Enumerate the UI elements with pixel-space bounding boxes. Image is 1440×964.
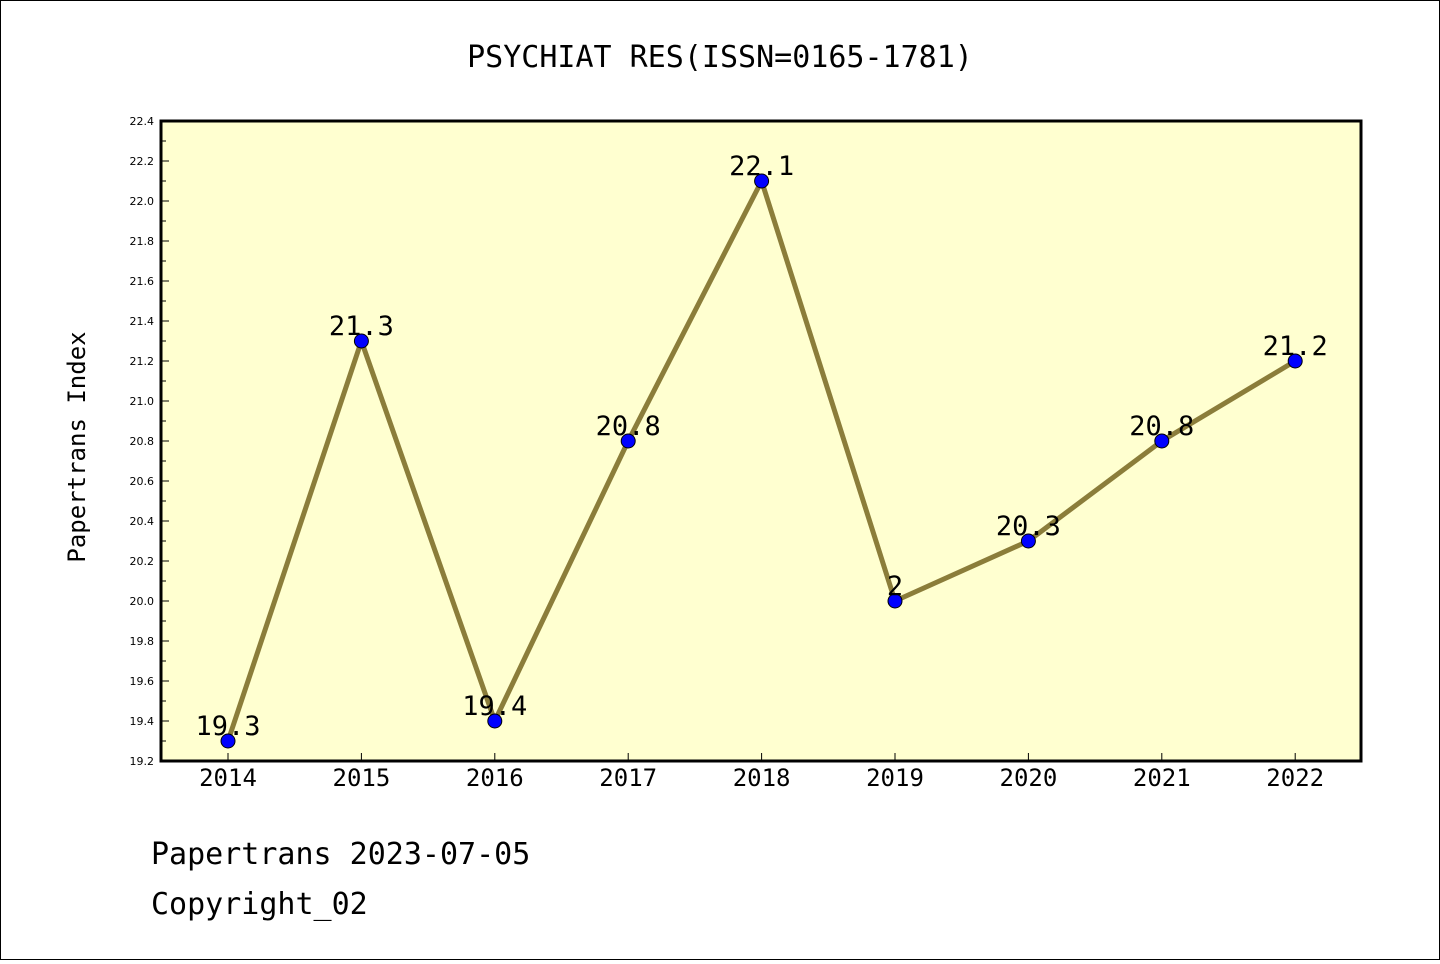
x-tick-label: 2016 (466, 764, 524, 792)
data-point (620, 433, 636, 449)
data-point (487, 713, 503, 729)
data-label: 21.2 (1263, 331, 1328, 362)
data-label: 20.8 (1129, 411, 1194, 442)
data-point (1020, 533, 1036, 549)
data-point (353, 333, 369, 349)
y-tick-label: 19.6 (130, 675, 155, 688)
y-tick-label: 19.8 (130, 635, 155, 648)
data-label: 19.4 (462, 691, 527, 722)
data-label: 19.3 (195, 711, 260, 742)
x-tick-label: 2021 (1133, 764, 1191, 792)
data-points (220, 173, 1303, 749)
data-point (754, 173, 770, 189)
y-tick-label: 22.2 (130, 155, 155, 168)
footer-copyright-line: Copyright_02 (151, 887, 368, 922)
y-axis: 19.2 19.4 19.6 19.8 20.0 20.2 20.4 20.6 20.8 21.0… (130, 115, 169, 768)
y-tick-label: 21.8 (130, 235, 155, 248)
x-tick-label: 2017 (599, 764, 657, 792)
y-tick-label: 22.0 (130, 195, 155, 208)
y-tick-label: 20.6 (130, 475, 155, 488)
x-axis: 2014 2015 2016 2017 2018 2019 2020 2021 2022 (199, 753, 1324, 792)
x-tick-label: 2019 (866, 764, 924, 792)
y-tick-label: 21.6 (130, 275, 155, 288)
data-label: 20.3 (996, 511, 1061, 542)
y-tick-label: 20.0 (130, 595, 155, 608)
y-tick-label: 20.8 (130, 435, 155, 448)
y-axis-label: Papertrans Index (63, 331, 91, 562)
data-point (220, 733, 236, 749)
x-tick-label: 2018 (733, 764, 791, 792)
data-label: 20.8 (596, 411, 661, 442)
data-label: 22.1 (729, 151, 794, 182)
x-tick-label: 2020 (1000, 764, 1058, 792)
data-labels: 19.3 21.3 19.4 20.8 22.1 2 20.3 20.8 21.2 (195, 151, 1327, 742)
x-tick-label: 2014 (199, 764, 257, 792)
data-point (1154, 433, 1170, 449)
y-tick-label: 21.2 (130, 355, 155, 368)
y-tick-label: 20.4 (130, 515, 155, 528)
footer-date-line: Papertrans 2023-07-05 (151, 837, 530, 872)
data-point (887, 593, 903, 609)
data-point (1287, 353, 1303, 369)
x-tick-label: 2015 (333, 764, 391, 792)
chart-title: PSYCHIAT RES(ISSN=0165-1781) (467, 40, 973, 75)
y-tick-label: 22.4 (130, 115, 155, 128)
y-tick-label: 19.2 (130, 755, 155, 768)
y-tick-label: 20.2 (130, 555, 155, 568)
data-label: 21.3 (329, 311, 394, 342)
y-tick-label: 21.4 (130, 315, 155, 328)
y-tick-label: 19.4 (130, 715, 155, 728)
data-label: 2 (887, 571, 903, 602)
x-tick-label: 2022 (1266, 764, 1324, 792)
y-tick-label: 21.0 (130, 395, 155, 408)
